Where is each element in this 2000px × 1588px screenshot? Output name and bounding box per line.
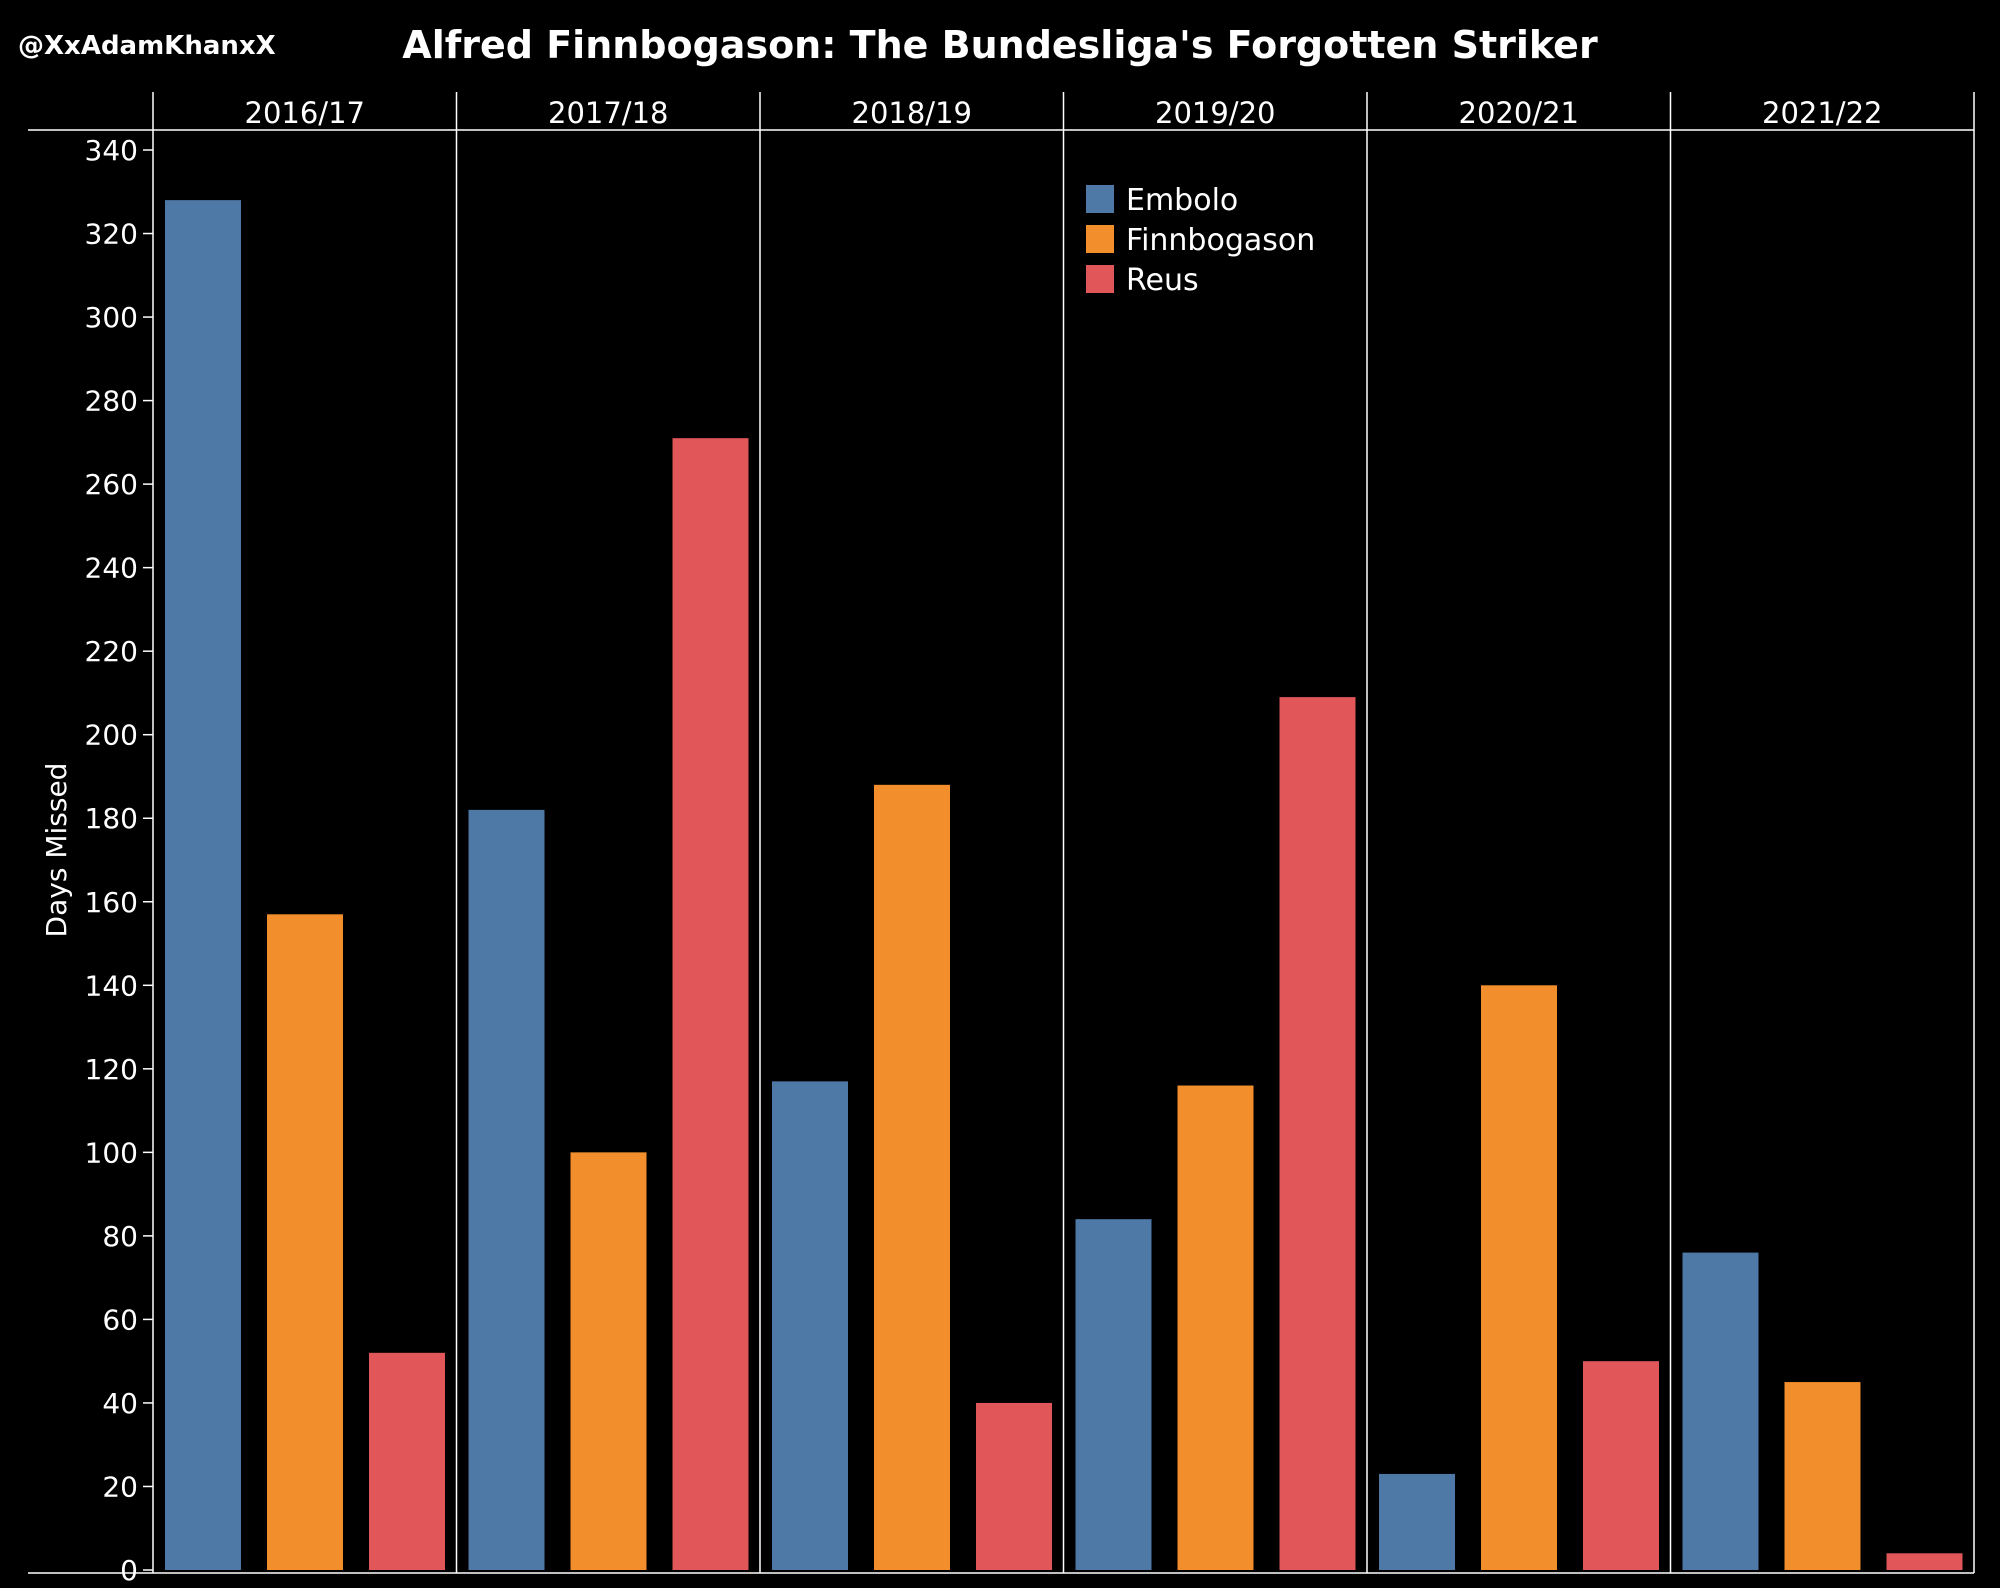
legend-label-embolo: Embolo xyxy=(1126,183,1238,218)
bar-finnbogason-2019-20 xyxy=(1177,1085,1254,1570)
bar-embolo-2020-21 xyxy=(1379,1473,1455,1570)
y-tick-label: 160 xyxy=(85,886,138,919)
bar-embolo-2019-20 xyxy=(1075,1219,1152,1570)
y-tick-label: 220 xyxy=(85,635,138,668)
y-tick-label: 60 xyxy=(102,1303,138,1336)
season-label: 2019/20 xyxy=(1155,96,1275,130)
legend-swatch-finnbogason xyxy=(1086,225,1114,253)
y-tick-label: 240 xyxy=(85,552,138,585)
legend-label-finnbogason: Finnbogason xyxy=(1126,223,1315,258)
bar-finnbogason-2020-21 xyxy=(1481,985,1557,1570)
y-tick-label: 300 xyxy=(85,301,138,334)
bar-reus-2020-21 xyxy=(1583,1361,1659,1570)
bar-reus-2017-18 xyxy=(672,438,749,1570)
season-label: 2021/22 xyxy=(1762,96,1882,130)
y-tick-label: 20 xyxy=(102,1470,138,1503)
bar-embolo-2017-18 xyxy=(468,809,545,1570)
y-tick-label: 0 xyxy=(120,1554,138,1587)
legend-label-reus: Reus xyxy=(1126,263,1199,298)
bar-finnbogason-2016-17 xyxy=(267,914,343,1570)
bar-finnbogason-2017-18 xyxy=(570,1152,647,1570)
bar-embolo-2018-19 xyxy=(772,1081,848,1570)
legend: Embolo Finnbogason Reus xyxy=(1086,183,1315,298)
author-handle: @XxAdamKhanxX xyxy=(18,31,276,61)
legend-swatch-embolo xyxy=(1086,185,1114,213)
bar-reus-2018-19 xyxy=(976,1402,1052,1570)
season-label: 2020/21 xyxy=(1459,96,1579,130)
bar-embolo-2016-17 xyxy=(165,200,241,1570)
bar-finnbogason-2018-19 xyxy=(874,784,950,1570)
y-tick-label: 340 xyxy=(85,134,138,167)
season-label: 2017/18 xyxy=(548,96,668,130)
chart-title: Alfred Finnbogason: The Bundesliga's For… xyxy=(402,23,1598,67)
bar-embolo-2021-22 xyxy=(1682,1252,1759,1570)
y-tick-label: 80 xyxy=(102,1220,138,1253)
y-tick-label: 40 xyxy=(102,1387,138,1420)
season-label: 2018/19 xyxy=(852,96,972,130)
y-tick-label: 100 xyxy=(85,1136,138,1169)
bar-reus-2021-22 xyxy=(1886,1553,1963,1570)
plot-area: 0 20 40 60 80 100 120 140 160 180 200 220 240 260 280 3… xyxy=(28,92,1975,1587)
y-tick-label: 280 xyxy=(85,385,138,418)
legend-swatch-reus xyxy=(1086,265,1114,293)
bar-reus-2016-17 xyxy=(369,1352,445,1570)
y-tick-label: 120 xyxy=(85,1053,138,1086)
bar-finnbogason-2021-22 xyxy=(1784,1382,1861,1570)
y-tick-label: 180 xyxy=(85,802,138,835)
y-tick-label: 140 xyxy=(85,969,138,1002)
bar-reus-2019-20 xyxy=(1279,697,1356,1570)
y-axis-label: Days Missed xyxy=(40,763,73,938)
y-tick-label: 260 xyxy=(85,468,138,501)
season-label: 2016/17 xyxy=(245,96,365,130)
y-tick-label: 200 xyxy=(85,719,138,752)
y-tick-label: 320 xyxy=(85,218,138,251)
